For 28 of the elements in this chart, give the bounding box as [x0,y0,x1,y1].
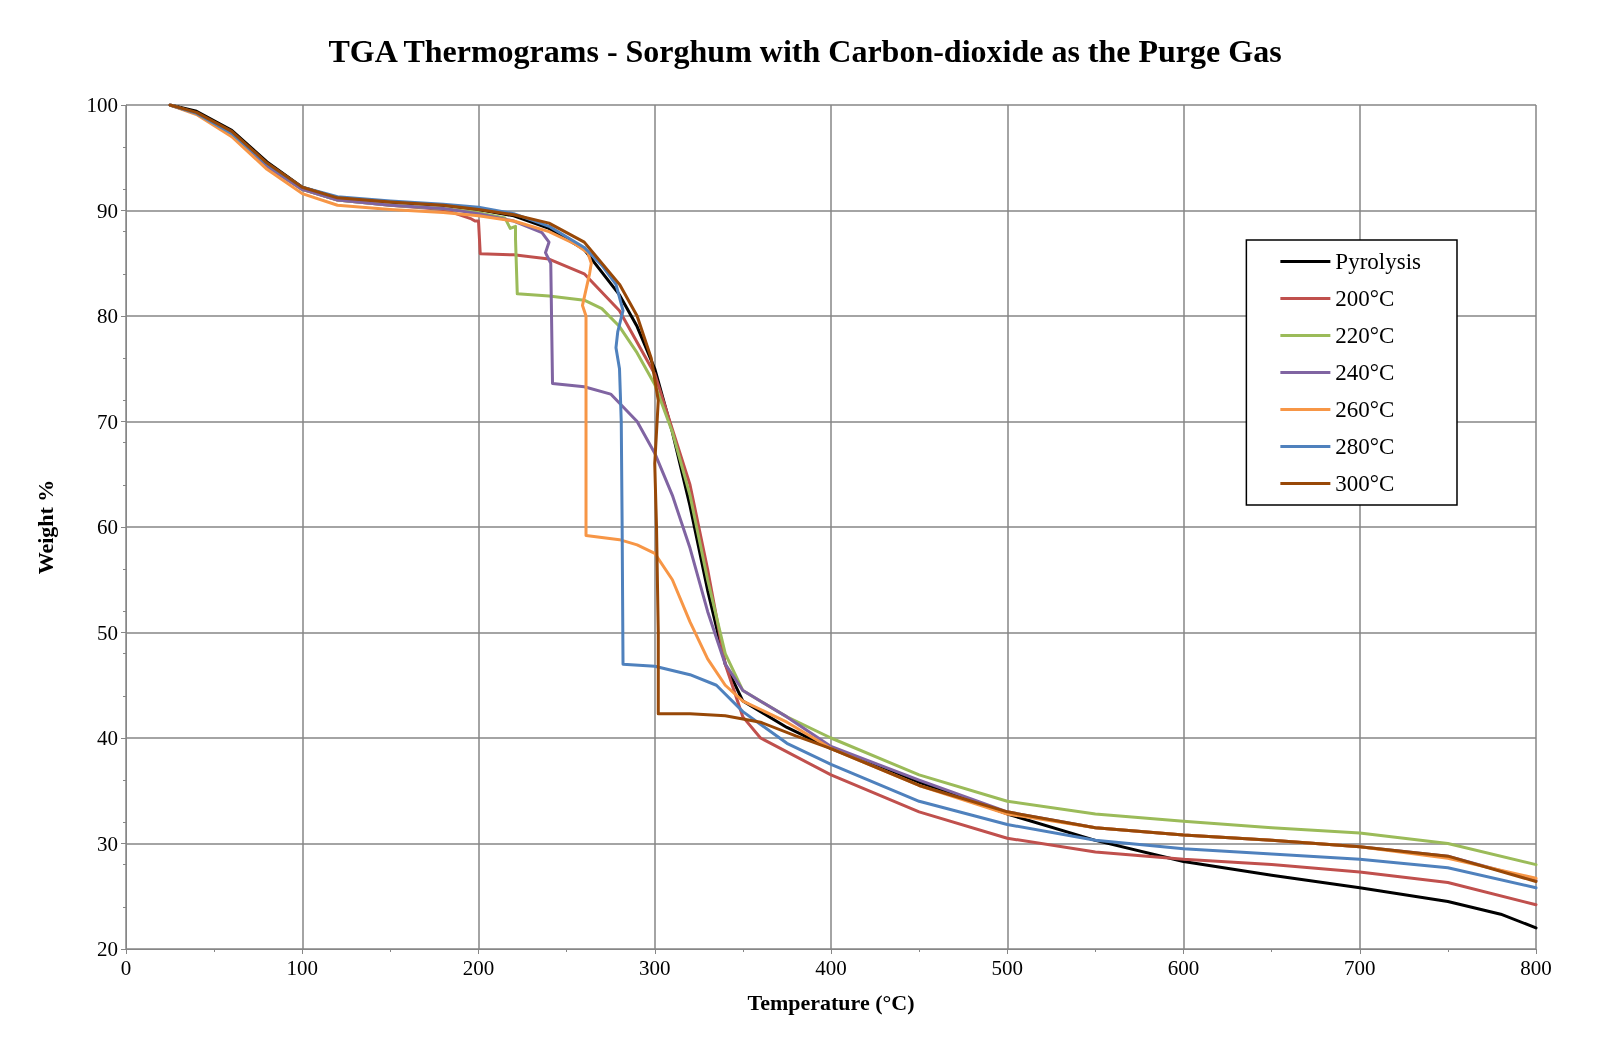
legend-label: 260°C [1335,397,1395,422]
y-tick-label: 90 [97,198,118,223]
legend-label: Pyrolysis [1335,249,1422,274]
legend-label: 240°C [1335,360,1395,385]
x-tick-label: 600 [1167,955,1200,980]
legend-label: 300°C [1335,471,1395,496]
y-tick-label: 40 [97,726,118,750]
x-tick-label: 800 [1520,955,1552,980]
x-tick-label: 400 [815,955,847,980]
x-axis-title: Temperature (°C) [747,989,915,1015]
y-tick-label: 30 [97,831,118,856]
y-axis-title: Weight % [32,479,58,575]
x-tick-label: 200 [462,955,495,980]
legend-label: 220°C [1335,323,1395,348]
x-tick-label: 100 [286,955,318,980]
y-tick-label: 80 [97,304,118,328]
legend-label: 280°C [1335,434,1395,459]
x-tick-label: 300 [639,955,671,980]
y-tick-label: 100 [86,93,118,117]
x-tick-label: 0 [120,955,132,980]
x-tick-label: 500 [991,955,1023,980]
chart-title: TGA Thermograms - Sorghum with Carbon-dioxide as the Purge Gas [328,33,1282,69]
y-tick-label: 60 [97,515,118,539]
x-tick-label: 700 [1344,955,1376,980]
y-tick-label: 70 [97,409,118,434]
y-tick-label: 50 [97,620,118,645]
legend-label: 200°C [1335,286,1395,311]
y-tick-label: 20 [97,937,118,961]
